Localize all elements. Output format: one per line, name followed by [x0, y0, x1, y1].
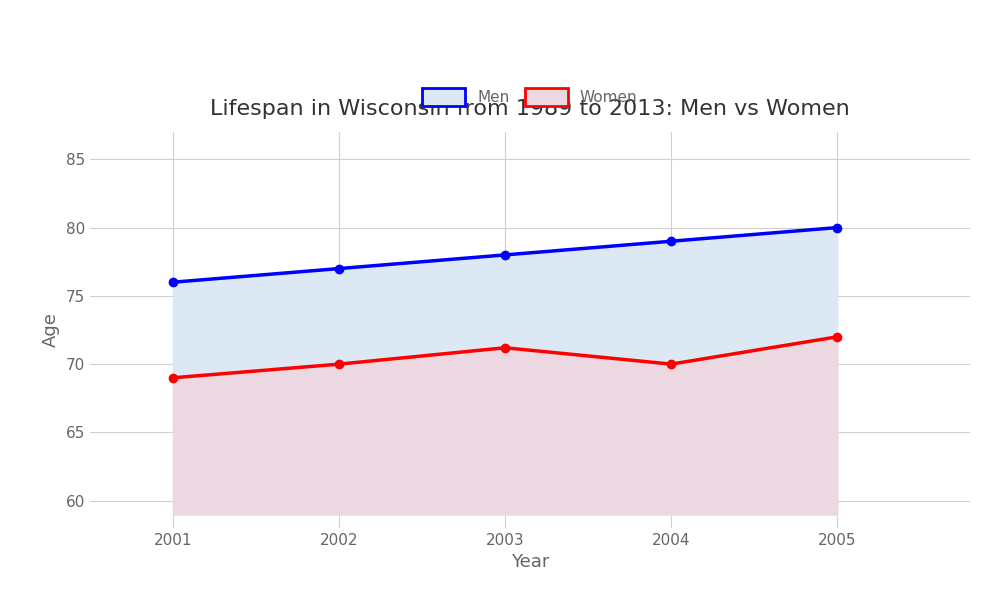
- Title: Lifespan in Wisconsin from 1989 to 2013: Men vs Women: Lifespan in Wisconsin from 1989 to 2013:…: [210, 100, 850, 119]
- X-axis label: Year: Year: [511, 553, 549, 571]
- Y-axis label: Age: Age: [42, 313, 60, 347]
- Legend: Men, Women: Men, Women: [415, 80, 645, 113]
